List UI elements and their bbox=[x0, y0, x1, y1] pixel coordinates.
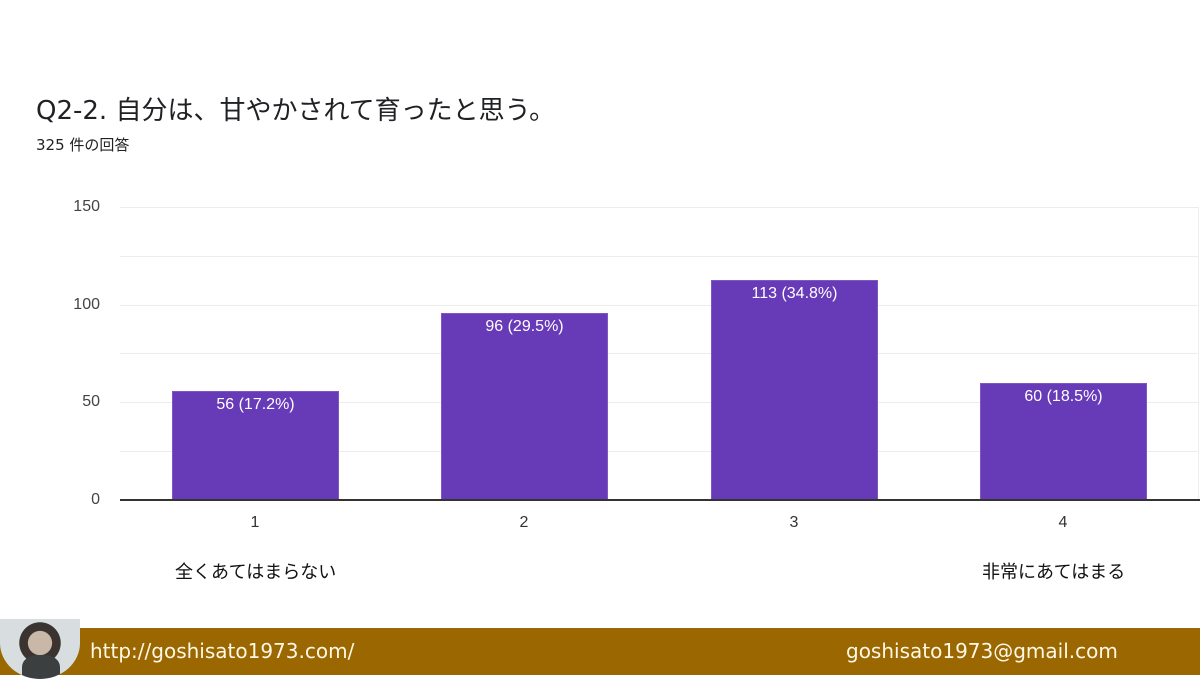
gridline-150 bbox=[120, 207, 1198, 208]
footer-band bbox=[0, 628, 1200, 675]
gridline-100 bbox=[120, 305, 1198, 306]
gridline-25 bbox=[120, 451, 1198, 452]
plot-area bbox=[120, 207, 1199, 500]
footer-email-link[interactable]: goshisato1973@gmail.com bbox=[846, 639, 1118, 663]
bar-1-label: 56 (17.2%) bbox=[216, 396, 295, 413]
y-tick-150: 150 bbox=[73, 198, 100, 215]
footer-website-link[interactable]: http://goshisato1973.com/ bbox=[90, 639, 355, 663]
scale-label-high: 非常にあてはまる bbox=[982, 562, 1126, 583]
chart-title: Q2-2. 自分は、甘やかされて育ったと思う。 bbox=[36, 96, 556, 126]
scale-label-low: 全くあてはまらない bbox=[175, 562, 337, 583]
bar-2[interactable]: 96 (29.5%) bbox=[441, 313, 608, 500]
bar-4[interactable]: 60 (18.5%) bbox=[980, 383, 1147, 500]
bar-2-label: 96 (29.5%) bbox=[485, 318, 564, 335]
x-tick-1: 1 bbox=[250, 514, 260, 531]
bar-4-label: 60 (18.5%) bbox=[1024, 388, 1103, 405]
bar-3-label: 113 (34.8%) bbox=[751, 285, 838, 302]
bar-1[interactable]: 56 (17.2%) bbox=[172, 391, 339, 500]
y-tick-100: 100 bbox=[73, 296, 100, 313]
x-axis-line bbox=[120, 499, 1200, 501]
y-tick-0: 0 bbox=[91, 491, 100, 508]
x-tick-2: 2 bbox=[519, 514, 529, 531]
gridline-125 bbox=[120, 256, 1198, 257]
x-tick-4: 4 bbox=[1058, 514, 1068, 531]
gridline-50 bbox=[120, 402, 1198, 403]
response-count: 325 件の回答 bbox=[36, 136, 130, 154]
y-tick-50: 50 bbox=[82, 393, 100, 410]
x-tick-3: 3 bbox=[789, 514, 799, 531]
bar-3[interactable]: 113 (34.8%) bbox=[711, 280, 878, 500]
gridline-75 bbox=[120, 353, 1198, 354]
